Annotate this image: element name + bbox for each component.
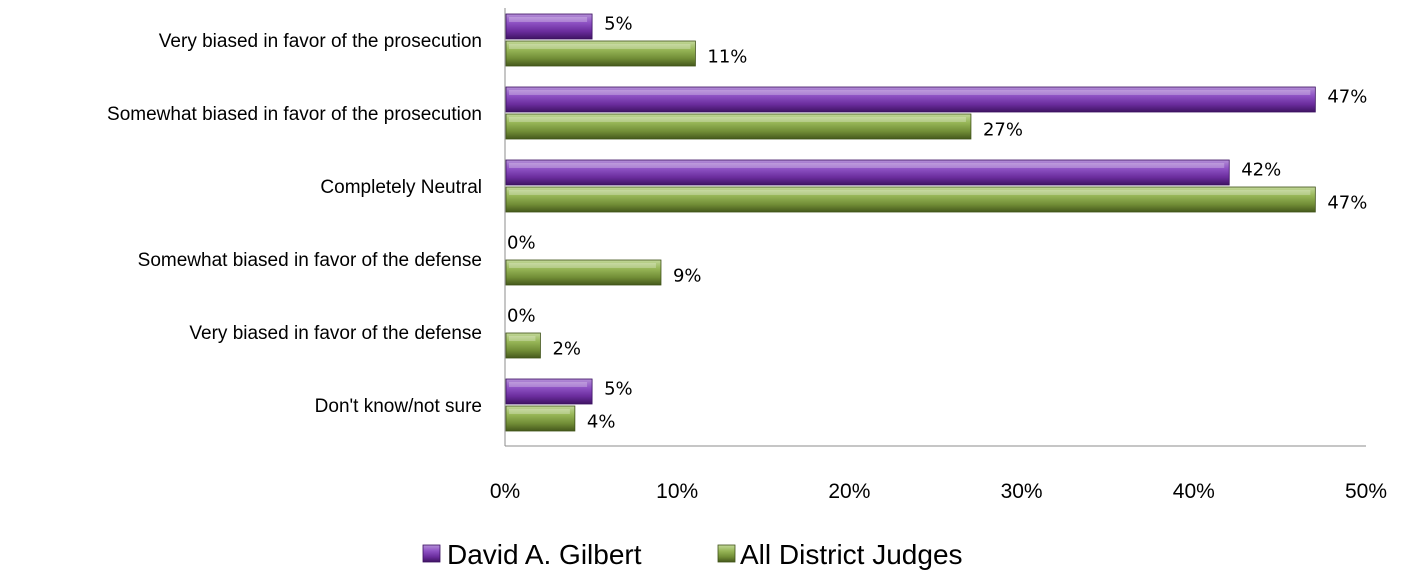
category-label: Very biased in favor of the prosecution (159, 31, 482, 52)
bar (505, 113, 972, 140)
bar-bevel (509, 17, 588, 22)
bar-bevel (509, 163, 1225, 168)
bar-bevel (509, 117, 966, 122)
data-label: 4% (587, 412, 616, 433)
x-tick-label: 10% (656, 480, 698, 503)
legend-label: All District Judges (740, 539, 963, 570)
bar-bevel (509, 336, 536, 341)
x-tick-label: 0% (490, 480, 520, 503)
legend-swatch (422, 544, 441, 563)
labels-layer: Very biased in favor of the prosecution 5… (107, 14, 1367, 433)
bar (505, 332, 541, 359)
data-label: 11% (707, 47, 747, 68)
bar (505, 159, 1230, 186)
category-label: Completely Neutral (320, 177, 482, 198)
category-label: Very biased in favor of the defense (189, 323, 482, 344)
bar (505, 40, 696, 67)
data-label: 47% (1327, 193, 1367, 214)
category-label: Somewhat biased in favor of the defense (138, 250, 482, 271)
axis-layer: 0% 10% 20% 30% 40% 50% (490, 8, 1387, 503)
chart-legend: David A. Gilbert All District Judges (422, 539, 963, 570)
bar-bevel (509, 190, 1311, 195)
data-label: 5% (604, 14, 633, 35)
category-label: Somewhat biased in favor of the prosecut… (107, 104, 482, 125)
x-tick-label: 40% (1173, 480, 1215, 503)
x-tick-label: 30% (1001, 480, 1043, 503)
bars-layer (505, 13, 1316, 432)
data-label: 0% (507, 306, 536, 327)
bar-bevel (509, 44, 691, 49)
bar (505, 405, 576, 432)
bar (505, 13, 593, 40)
bar (505, 378, 593, 405)
data-label: 42% (1241, 160, 1281, 181)
legend-label: David A. Gilbert (447, 539, 642, 570)
bar (505, 86, 1316, 113)
data-label: 2% (552, 339, 581, 360)
bar (505, 186, 1316, 213)
bar-bevel (509, 382, 588, 387)
bar (505, 259, 662, 286)
data-label: 27% (983, 120, 1023, 141)
bar-bevel (509, 263, 656, 268)
data-label: 9% (673, 266, 702, 287)
legend-swatch (717, 544, 736, 563)
bar-bevel (509, 90, 1311, 95)
x-tick-label: 20% (828, 480, 870, 503)
data-label: 5% (604, 379, 633, 400)
x-tick-label: 50% (1345, 480, 1387, 503)
data-label: 0% (507, 233, 536, 254)
data-label: 47% (1327, 87, 1367, 108)
category-label: Don't know/not sure (315, 396, 482, 417)
bar-bevel (509, 409, 570, 414)
